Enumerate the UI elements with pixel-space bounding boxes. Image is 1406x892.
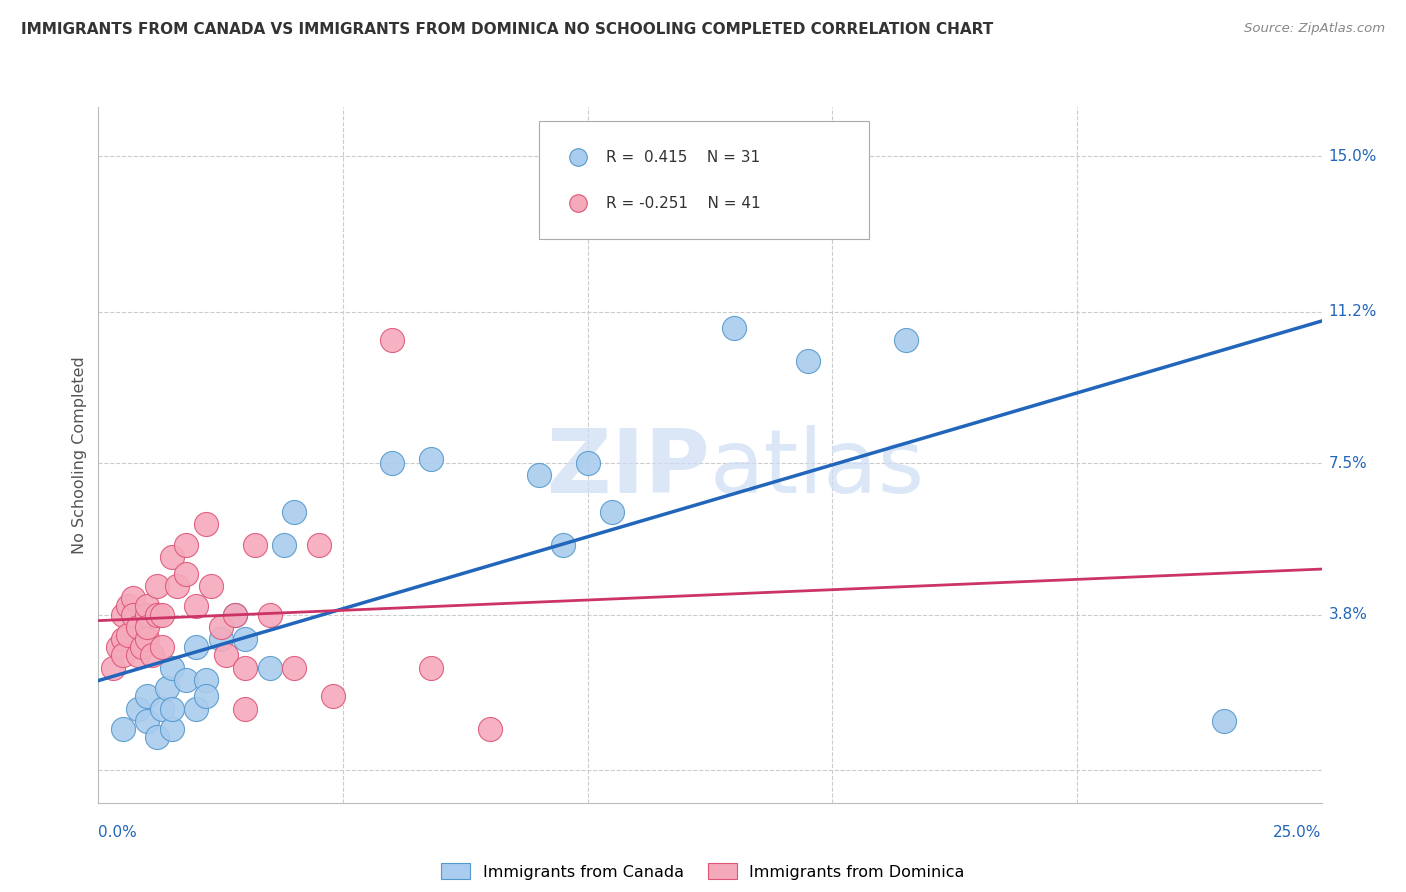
Point (111, 648, 134, 663)
Point (121, 591, 143, 606)
Point (160, 550, 183, 565)
Text: 3.8%: 3.8% (1329, 607, 1368, 622)
Point (136, 632, 159, 646)
Point (224, 607, 246, 622)
Point (131, 640, 153, 655)
Text: 11.2%: 11.2% (1329, 304, 1376, 319)
Point (117, 599, 139, 614)
Point (176, 673, 198, 687)
Point (186, 599, 208, 614)
Point (136, 690, 159, 704)
Point (283, 661, 305, 675)
Point (233, 701, 256, 715)
Legend: Immigrants from Canada, Immigrants from Dominica: Immigrants from Canada, Immigrants from … (441, 863, 965, 880)
Point (160, 701, 183, 715)
Point (146, 731, 169, 745)
Point (420, 452, 443, 467)
Text: ZIP: ZIP (547, 425, 710, 512)
FancyBboxPatch shape (538, 121, 869, 239)
Text: IMMIGRANTS FROM CANADA VS IMMIGRANTS FROM DOMINICA NO SCHOOLING COMPLETED CORREL: IMMIGRANTS FROM CANADA VS IMMIGRANTS FRO… (21, 22, 994, 37)
Point (166, 579, 188, 593)
Text: R = -0.251    N = 41: R = -0.251 N = 41 (606, 195, 761, 211)
Text: 0.0%: 0.0% (98, 825, 138, 840)
Point (600, 505, 623, 519)
Point (195, 517, 218, 532)
Point (233, 632, 256, 646)
Point (527, 468, 550, 483)
Point (186, 701, 208, 715)
Point (283, 505, 305, 519)
Point (150, 607, 173, 622)
Point (195, 673, 218, 687)
Point (111, 632, 134, 646)
Point (200, 579, 222, 593)
Text: R =  0.415    N = 31: R = 0.415 N = 31 (606, 150, 761, 165)
Text: atlas: atlas (710, 425, 925, 512)
Point (209, 620, 232, 634)
Point (141, 648, 163, 663)
Point (322, 690, 344, 704)
Point (381, 456, 404, 470)
Y-axis label: No Schooling Completed: No Schooling Completed (72, 356, 87, 554)
Point (723, 321, 745, 335)
Point (259, 661, 281, 675)
Point (111, 722, 134, 736)
Point (136, 620, 159, 634)
Point (259, 607, 281, 622)
Point (101, 661, 124, 675)
Point (195, 690, 218, 704)
Point (146, 607, 169, 622)
Point (160, 722, 183, 736)
Point (136, 599, 159, 614)
Point (146, 579, 169, 593)
Point (214, 648, 236, 663)
Text: 15.0%: 15.0% (1329, 149, 1376, 163)
Point (894, 334, 917, 348)
Point (107, 640, 129, 655)
Point (156, 681, 179, 696)
Point (224, 607, 246, 622)
Point (243, 538, 266, 552)
Point (553, 538, 575, 552)
Point (117, 628, 139, 642)
Point (1212, 714, 1234, 728)
Point (233, 661, 256, 675)
Point (127, 648, 149, 663)
Point (111, 607, 134, 622)
Point (176, 538, 198, 552)
Text: 25.0%: 25.0% (1274, 825, 1322, 840)
Text: 7.5%: 7.5% (1329, 456, 1368, 471)
Point (176, 566, 198, 581)
Point (150, 640, 173, 655)
Point (381, 334, 404, 348)
Point (576, 456, 599, 470)
Point (127, 620, 149, 634)
Point (136, 714, 159, 728)
Point (127, 701, 149, 715)
Point (420, 661, 443, 675)
Point (273, 538, 295, 552)
Point (150, 701, 173, 715)
Point (797, 353, 820, 368)
Point (478, 722, 501, 736)
Point (136, 607, 159, 622)
Point (186, 640, 208, 655)
Text: Source: ZipAtlas.com: Source: ZipAtlas.com (1244, 22, 1385, 36)
Point (209, 632, 232, 646)
Point (160, 661, 183, 675)
Point (121, 607, 143, 622)
Point (308, 538, 330, 552)
